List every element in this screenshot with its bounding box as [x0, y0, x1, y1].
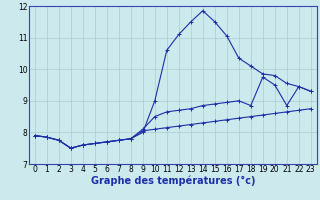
X-axis label: Graphe des températures (°c): Graphe des températures (°c) [91, 176, 255, 186]
